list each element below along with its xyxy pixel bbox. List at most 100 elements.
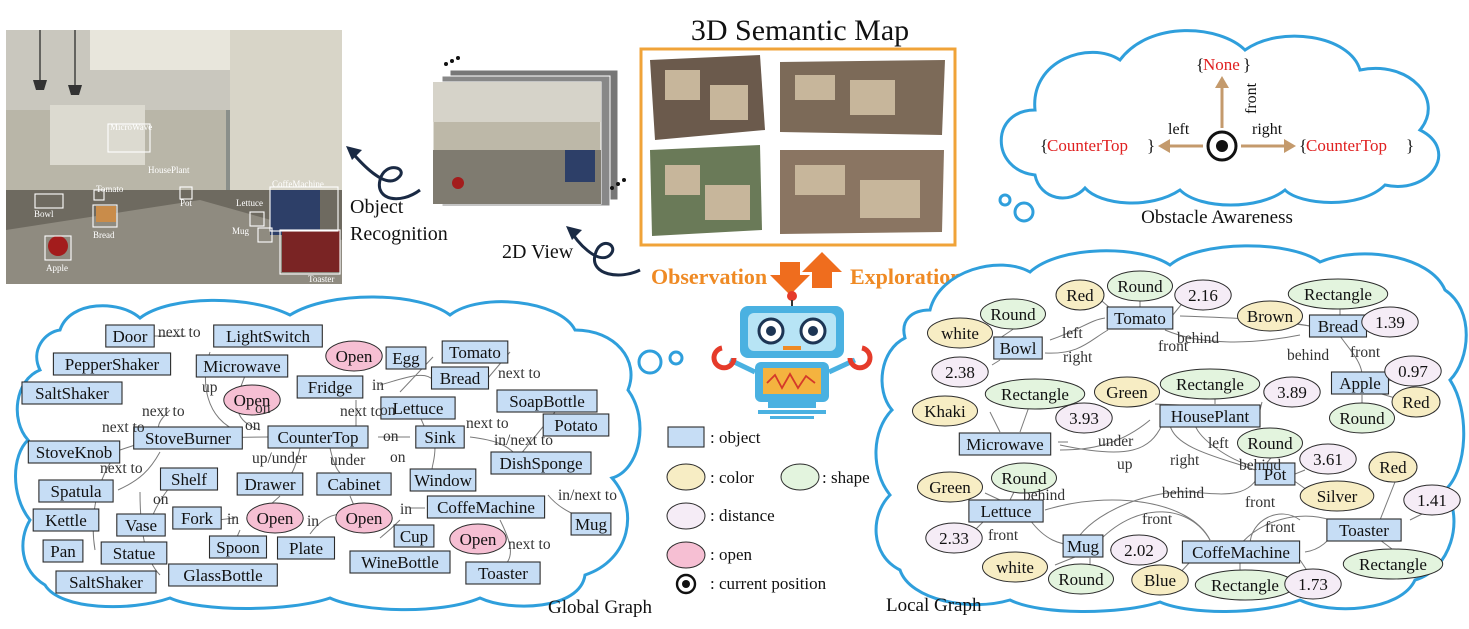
right-brace-open: { (1299, 136, 1307, 155)
local-node-21-label: 3.93 (1069, 409, 1099, 428)
photo-label-pot: Pot (180, 198, 193, 208)
global-node-23-label: Spatula (51, 482, 102, 501)
local-node-10-label: Bowl (1000, 339, 1037, 358)
global-node-5 (385, 346, 427, 370)
local-node-1 (1107, 270, 1173, 302)
local-edge-label-3: front (1158, 338, 1189, 355)
global-node-12-label: Lettuce (393, 399, 444, 418)
global-edge-label-2: on (255, 400, 271, 417)
local-node-13 (1384, 355, 1442, 387)
global-node-28 (246, 502, 304, 534)
global-node-10-label: Open (234, 391, 271, 410)
global-node-9 (21, 381, 123, 405)
local-node-25-label: 3.61 (1313, 450, 1343, 469)
local-node-20 (1263, 376, 1321, 408)
semantic-map-panel (639, 47, 957, 247)
global-node-20 (159, 467, 219, 491)
local-node-42-label: 1.73 (1298, 575, 1328, 594)
global-graph-label: Global Graph (548, 597, 652, 618)
legend-current-position: : current position (710, 574, 827, 593)
local-edge-label-5: front (1350, 344, 1381, 361)
global-node-16-label: Sink (424, 428, 456, 447)
global-node-19-label: Window (414, 471, 473, 490)
object-recognition-arrow (346, 146, 421, 201)
local-node-35-label: Mug (1067, 537, 1100, 556)
global-node-29 (335, 502, 393, 534)
global-node-36-label: Plate (289, 539, 323, 558)
global-node-7 (296, 375, 364, 399)
global-node-15-label: CounterTop (278, 428, 359, 447)
local-node-28-label: Silver (1317, 487, 1358, 506)
local-node-5-label: Tomato (1114, 309, 1166, 328)
global-node-11 (496, 389, 598, 413)
global-edge-label-6: on (245, 417, 261, 434)
local-node-17 (984, 378, 1086, 410)
global-node-19 (409, 468, 477, 492)
page-title: 3D Semantic Map (691, 14, 909, 47)
local-node-34 (925, 522, 983, 554)
global-node-1 (213, 324, 323, 348)
local-node-9-label: Round (990, 305, 1036, 324)
local-node-41-label: Rectangle (1211, 576, 1279, 595)
local-node-21 (1055, 402, 1113, 434)
view-2d-arrow (566, 226, 641, 277)
object-recognition-label-1: Object (350, 196, 404, 218)
global-node-28-label: Open (257, 509, 294, 528)
global-node-21-label: Drawer (245, 475, 296, 494)
photo-label-mug: Mug (232, 226, 250, 236)
legend: : object : color : shape : distance : op… (666, 426, 870, 595)
global-node-38 (465, 561, 541, 585)
global-edge-label-11: in/next to (494, 432, 553, 449)
local-node-27-label: Red (1379, 458, 1407, 477)
global-node-22 (316, 472, 392, 496)
global-node-27 (172, 506, 222, 530)
global-node-5-label: Egg (392, 349, 420, 368)
global-edge-label-1: up (202, 379, 218, 396)
global-node-1-label: LightSwitch (226, 327, 311, 346)
local-edge-label-4: behind (1287, 347, 1329, 364)
global-edge-label-20: in (400, 501, 412, 518)
left-brace-open: { (1040, 136, 1048, 155)
global-node-22-label: Cabinet (328, 475, 381, 494)
local-node-18-label: Green (1106, 383, 1148, 402)
global-edge-label-4: next to (102, 419, 145, 436)
local-node-0 (1055, 279, 1105, 311)
photo-label-coffemachine: CoffeMachine (272, 179, 324, 189)
local-node-11-label: 2.38 (945, 363, 975, 382)
global-node-35 (208, 535, 268, 559)
local-node-15 (1329, 402, 1395, 434)
left-label: left (1168, 121, 1190, 138)
local-edge-label-1: right (1063, 349, 1093, 366)
local-node-8-label: white (941, 324, 979, 343)
observation-label: Observation (651, 264, 767, 289)
global-node-30-label: Mug (575, 515, 608, 534)
local-node-23-label: Microwave (966, 435, 1043, 454)
global-node-9-label: SaltShaker (35, 384, 109, 403)
global-edge-label-8: next to (498, 365, 541, 382)
global-node-29-label: Open (346, 509, 383, 528)
local-node-29-label: Green (929, 478, 971, 497)
photo-label-apple: Apple (46, 263, 68, 273)
local-edge-label-2: behind (1177, 330, 1219, 347)
local-node-30-label: Round (1001, 469, 1047, 488)
object-recognition-label-2: Recognition (350, 223, 448, 245)
global-node-0-label: Door (113, 327, 148, 346)
local-node-33 (1326, 518, 1402, 542)
global-node-32-label: Open (460, 530, 497, 549)
local-node-14 (1391, 386, 1441, 418)
front-label: front (1243, 82, 1260, 114)
local-edge-label-11: front (1245, 494, 1276, 511)
local-node-39-label: Round (1058, 570, 1104, 589)
right-value: CounterTop (1306, 136, 1387, 155)
local-edge-label-0: left (1062, 325, 1083, 342)
global-node-33-label: Pan (50, 542, 76, 561)
local-node-36-label: 2.02 (1124, 541, 1154, 560)
local-node-32-label: Lettuce (981, 502, 1032, 521)
local-node-23 (958, 432, 1052, 456)
global-node-17 (27, 440, 121, 464)
photo-label-bowl: Bowl (34, 209, 54, 219)
local-node-9 (980, 298, 1046, 330)
global-node-17-label: StoveKnob (36, 443, 113, 462)
global-node-35-label: Spoon (216, 538, 260, 557)
